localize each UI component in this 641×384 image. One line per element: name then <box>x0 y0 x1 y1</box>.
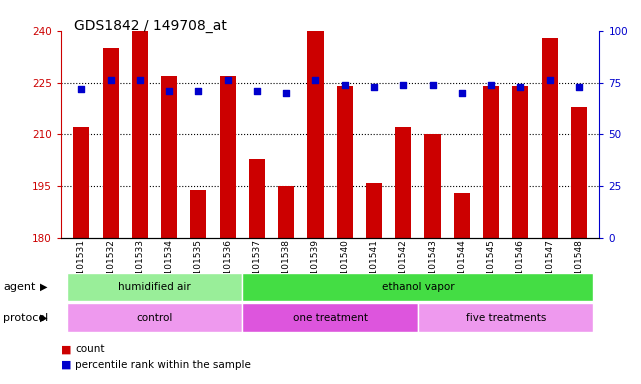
Point <box>252 88 262 94</box>
Text: humidified air: humidified air <box>118 282 191 292</box>
Bar <box>512 86 528 238</box>
Bar <box>249 159 265 238</box>
Bar <box>220 76 236 238</box>
Bar <box>242 303 418 332</box>
Point <box>544 78 554 84</box>
Point <box>135 78 145 84</box>
Point <box>76 86 87 92</box>
Bar <box>337 86 353 238</box>
Bar <box>418 303 594 332</box>
Bar <box>73 127 90 238</box>
Point <box>486 81 496 88</box>
Text: agent: agent <box>3 282 36 292</box>
Point <box>164 88 174 94</box>
Point <box>428 81 438 88</box>
Bar <box>103 48 119 238</box>
Bar <box>278 186 294 238</box>
Bar <box>542 38 558 238</box>
Text: GDS1842 / 149708_at: GDS1842 / 149708_at <box>74 19 226 33</box>
Text: ■: ■ <box>61 360 71 370</box>
Text: ■: ■ <box>61 344 71 354</box>
Bar <box>366 183 382 238</box>
Bar <box>161 76 177 238</box>
Text: one treatment: one treatment <box>292 313 368 323</box>
Bar <box>67 273 242 301</box>
Bar <box>67 303 242 332</box>
Bar <box>132 31 148 238</box>
Text: percentile rank within the sample: percentile rank within the sample <box>75 360 251 370</box>
Point <box>398 81 408 88</box>
Text: ethanol vapor: ethanol vapor <box>381 282 454 292</box>
Point <box>222 78 233 84</box>
Point <box>574 84 584 90</box>
Text: five treatments: five treatments <box>465 313 546 323</box>
Point <box>515 84 526 90</box>
Bar <box>570 107 587 238</box>
Point <box>194 88 204 94</box>
Point <box>281 90 292 96</box>
Bar <box>483 86 499 238</box>
Point <box>340 81 350 88</box>
Point <box>310 78 320 84</box>
Bar <box>454 193 470 238</box>
Point <box>106 78 116 84</box>
Bar <box>395 127 412 238</box>
Bar <box>190 190 206 238</box>
Text: count: count <box>75 344 104 354</box>
Point <box>369 84 379 90</box>
Text: ▶: ▶ <box>40 282 47 292</box>
Text: ▶: ▶ <box>40 313 47 323</box>
Text: protocol: protocol <box>3 313 49 323</box>
Bar <box>308 31 324 238</box>
Point <box>456 90 467 96</box>
Bar <box>242 273 594 301</box>
Bar <box>424 134 440 238</box>
Text: control: control <box>137 313 172 323</box>
